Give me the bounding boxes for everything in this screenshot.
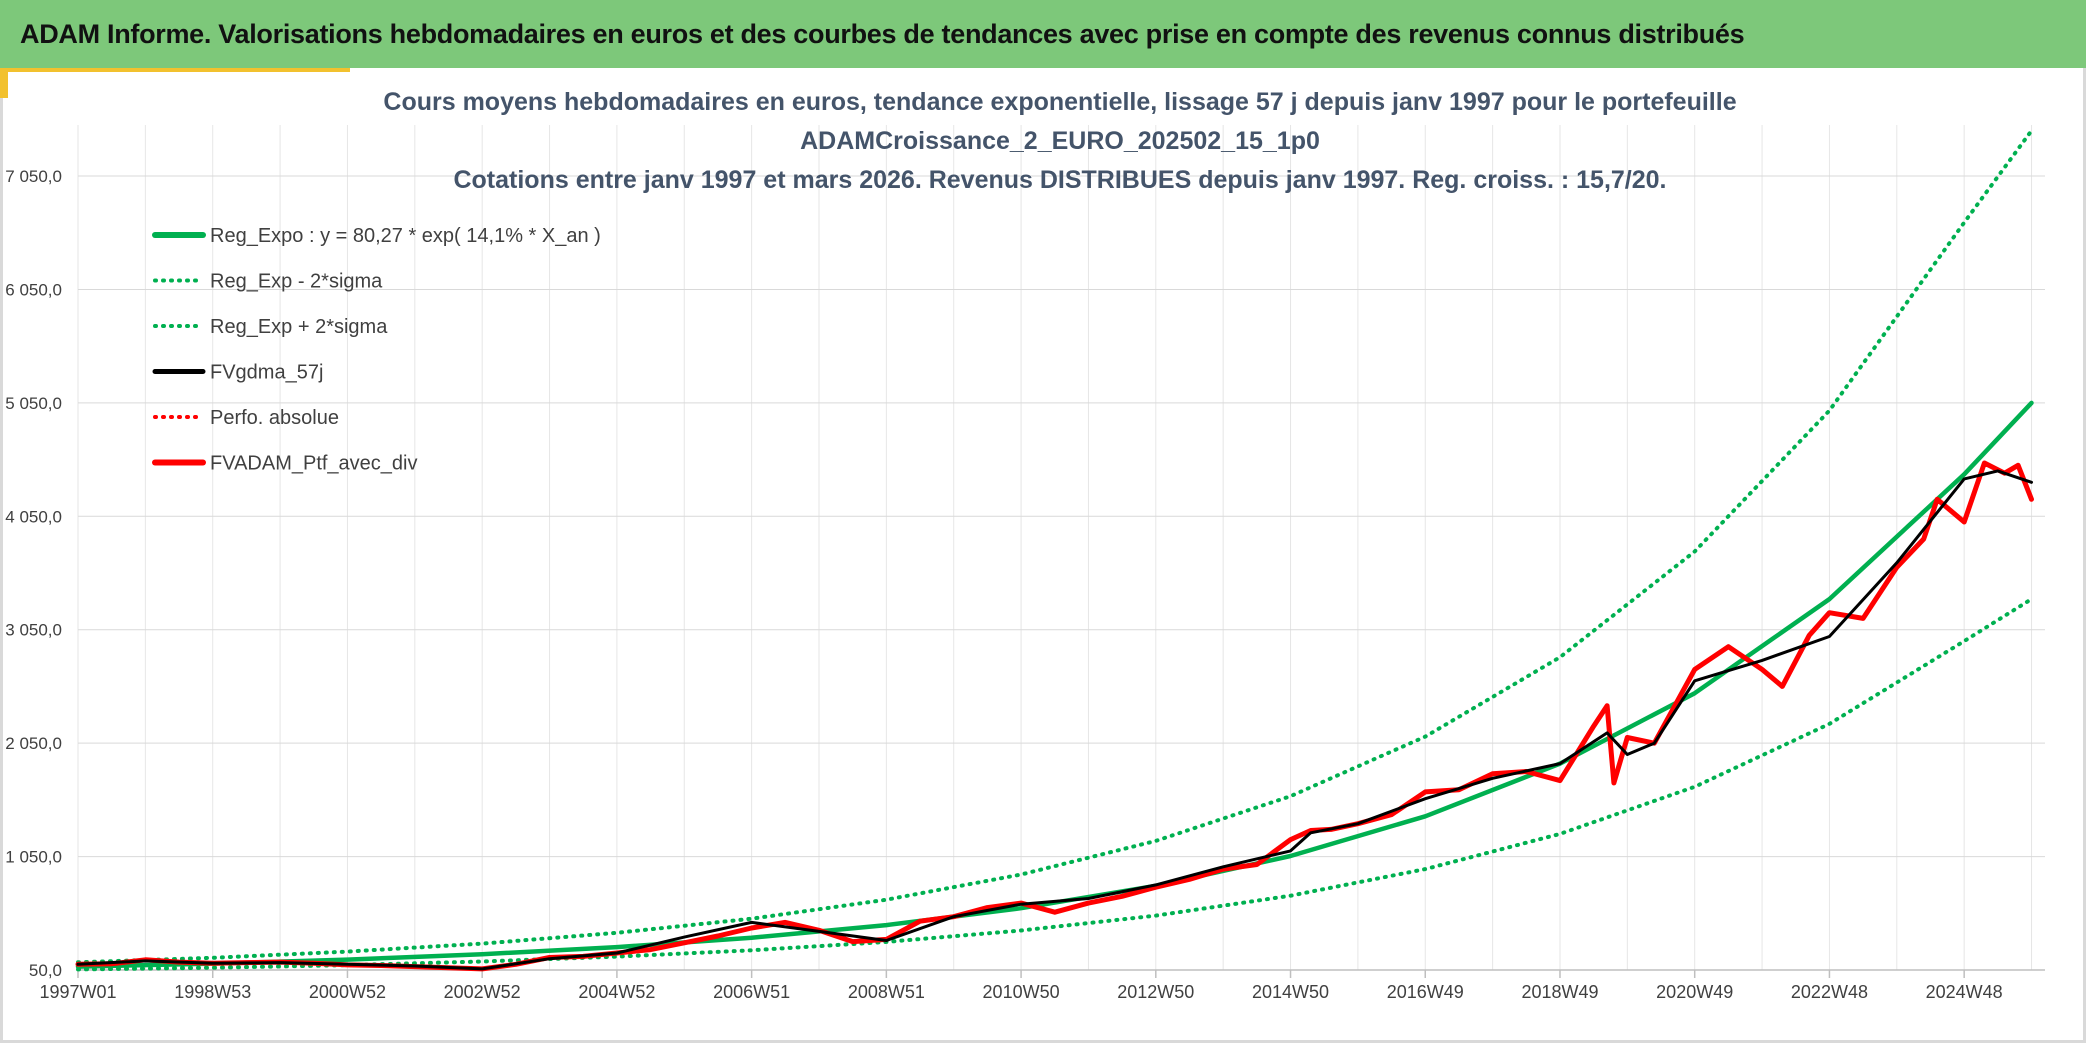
y-tick-label: 3 050,0: [5, 621, 62, 640]
chart-title-line: Cotations entre janv 1997 et mars 2026. …: [453, 166, 1666, 194]
x-tick-label: 2006W51: [713, 982, 790, 1002]
x-tick-label: 2022W48: [1791, 982, 1868, 1002]
x-tick-label: 2004W52: [578, 982, 655, 1002]
legend-label: Reg_Exp + 2*sigma: [210, 316, 388, 338]
x-tick-label: 2016W49: [1387, 982, 1464, 1002]
x-tick-label: 2010W50: [983, 982, 1060, 1002]
series-line: [76, 128, 2034, 965]
y-tick-label: 1 050,0: [5, 848, 62, 867]
x-tick-label: 1998W53: [174, 982, 251, 1002]
legend-label: Reg_Expo : y = 80,27 * exp( 14,1% * X_an…: [210, 225, 601, 247]
x-tick-label: 2018W49: [1521, 982, 1598, 1002]
report-title: ADAM Informe. Valorisations hebdomadaire…: [20, 18, 1745, 49]
accent-bar-top: [0, 68, 350, 72]
chart-legend: Reg_Expo : y = 80,27 * exp( 14,1% * X_an…: [152, 225, 601, 475]
legend-label: Reg_Exp - 2*sigma: [210, 271, 383, 293]
series-line: [75, 400, 2034, 969]
chart-title-line: ADAMCroissance_2_EURO_202502_15_1p0: [800, 127, 1320, 155]
y-tick-label: 5 050,0: [5, 394, 62, 413]
legend-label: FVgdma_57j: [210, 362, 323, 384]
y-tick-label: 50,0: [29, 961, 62, 980]
chart-title-line: Cours moyens hebdomadaires en euros, ten…: [383, 88, 1736, 116]
y-tick-label: 2 050,0: [5, 734, 62, 753]
x-tick-label: 2002W52: [444, 982, 521, 1002]
x-tick-label: 1997W01: [39, 982, 116, 1002]
x-tick-label: 2014W50: [1252, 982, 1329, 1002]
x-tick-label: 2000W52: [309, 982, 386, 1002]
chart-frame: [0, 68, 2086, 1043]
y-tick-label: 6 050,0: [5, 280, 62, 299]
x-tick-label: 2008W51: [848, 982, 925, 1002]
legend-label: FVADAM_Ptf_avec_div: [210, 453, 418, 475]
legend-label: Perfo. absolue: [210, 407, 339, 429]
y-tick-label: 7 050,0: [5, 167, 62, 186]
chart-series: [75, 128, 2034, 972]
x-tick-label: 2020W49: [1656, 982, 1733, 1002]
accent-bar-left: [0, 68, 8, 98]
report-header: ADAM Informe. Valorisations hebdomadaire…: [0, 0, 2086, 68]
series-line: [76, 469, 2033, 971]
x-tick-label: 2012W50: [1117, 982, 1194, 1002]
y-tick-label: 4 050,0: [5, 507, 62, 526]
chart-grid: [77, 125, 2045, 971]
x-tick-label: 2024W48: [1926, 982, 2003, 1002]
chart-title: Cours moyens hebdomadaires en euros, ten…: [383, 88, 1736, 194]
series-line: [76, 597, 2034, 972]
series-line: [75, 460, 2034, 972]
x-axis: 1997W01 1998W53 2000W52 2002W52 2004W52 2006W…: [39, 969, 2045, 1002]
y-axis: 50,0 1 050,0 2 050,0 3 050,0 4 050,0 5 050,0 6…: [5, 167, 62, 980]
